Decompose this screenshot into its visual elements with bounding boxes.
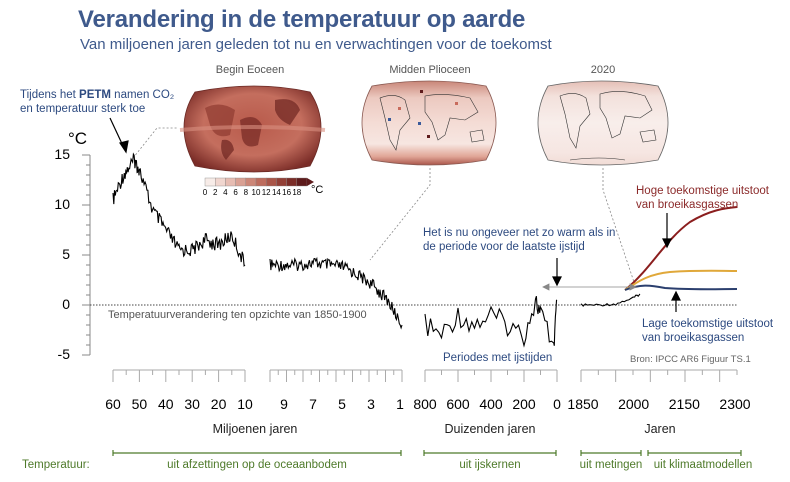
x-tick-kyr: 400 (479, 396, 503, 412)
y-axis-unit: °C (68, 129, 88, 148)
source-ocean: uit afzettingen op de oceaanbodem (167, 459, 347, 471)
colorbar-tick: 12 (261, 188, 271, 197)
x-tick-yr: 2000 (618, 396, 650, 412)
x-tick-myr: 5 (338, 396, 346, 412)
x-tick-yr: 2300 (719, 396, 751, 412)
source-models: uit klimaatmodellen (653, 459, 753, 471)
x-tick-yr: 1850 (567, 396, 599, 412)
ice-ages-label: Periodes met ijstijden (443, 352, 553, 364)
colorbar-tick: 2 (212, 188, 218, 197)
colorbar-tick: 14 (271, 188, 281, 197)
x-tick-myr: 1 (396, 396, 404, 412)
high-text-line1: Hoge toekomstige uitstoot (636, 185, 769, 197)
high-text-line2: van broeikasgassen (636, 199, 739, 211)
y-axis (82, 154, 91, 356)
mid-emission-line (624, 269, 738, 291)
x-tick-myr: 10 (237, 396, 253, 412)
petm-text-line2: en temperatuur sterk toe (20, 103, 146, 115)
x-tick-myr: 40 (158, 396, 174, 412)
x-tick-myr: 30 (184, 396, 200, 412)
baseline-label: Temperatuurverandering ten opzichte van … (108, 309, 367, 321)
petm-text-pre: Tijdens het (20, 89, 80, 101)
colorbar-tick: 0 (202, 188, 208, 197)
source-brackets (112, 450, 742, 456)
x-tick-myr: 60 (105, 396, 121, 412)
high-emission-line (624, 206, 738, 291)
x-tick-kyr: 0 (553, 396, 561, 412)
source-ice: uit ijskernen (459, 459, 521, 471)
x-tick-myr: 50 (131, 396, 148, 412)
map-2020 (537, 80, 669, 166)
colorbar-tick: 4 (223, 188, 228, 197)
x-group-jaren: Jaren (644, 422, 676, 436)
y-tick-minus5: -5 (57, 346, 70, 362)
low-text-line2: van broeikasgassen (642, 332, 745, 344)
arrows (109, 117, 681, 312)
map-label-2020: 2020 (590, 64, 616, 76)
map-label-plioceen: Midden Plioceen (389, 64, 471, 76)
map-label-eoceen: Begin Eoceen (215, 64, 285, 76)
low-emission-label: Lage toekomstige uitstoot van broeikasga… (642, 317, 773, 345)
colorbar-tick: 6 (233, 188, 238, 197)
petm-bold: PETM (79, 89, 111, 101)
y-tick-5: 5 (62, 246, 70, 262)
x-group-duizenden: Duizenden jaren (444, 422, 536, 436)
x-group-miljoenen: Miljoenen jaren (212, 422, 298, 436)
y-tick-15: 15 (54, 146, 70, 162)
x-tick-myr: 7 (309, 396, 317, 412)
now-text-line1: Het is nu ongeveer net zo warm als in (423, 227, 616, 239)
x-tick-myr: 20 (210, 396, 227, 412)
petm-annotation: Tijdens het PETM namen CO₂ en temperatuu… (20, 88, 174, 116)
x-tick-kyr: 200 (512, 396, 536, 412)
low-emission-line (624, 284, 738, 291)
colorbar-tick: 8 (243, 188, 249, 197)
source-label: Bron: IPCC AR6 Figuur TS.1 (630, 354, 751, 365)
sources-label: Temperatuur: (22, 459, 90, 471)
chart-subtitle: Van miljoenen jaren geleden tot nu en ve… (80, 36, 552, 53)
source-measurements: uit metingen (579, 459, 643, 471)
x-tick-myr: 9 (280, 396, 288, 412)
x-tick-yr: 2150 (668, 396, 700, 412)
map-midden-plioceen (361, 80, 497, 166)
colorbar-tick: 10 (251, 188, 261, 197)
now-annotation: Het is nu ongeveer net zo warm als in de… (423, 226, 615, 254)
now-text-line2: de periode voor de laatste ijstijd (423, 241, 585, 253)
x-tick-kyr: 600 (446, 396, 470, 412)
colorbar-unit: °C (311, 184, 324, 196)
y-tick-10: 10 (54, 196, 70, 212)
x-tick-kyr: 800 (413, 396, 437, 412)
petm-text-post: namen CO₂ (110, 89, 175, 101)
chart-title: Verandering in de temperatuur op aarde (78, 6, 526, 33)
colorbar-tick: 18 (292, 188, 302, 197)
y-tick-0: 0 (62, 296, 70, 312)
x-axes (112, 369, 738, 382)
x-tick-myr: 3 (367, 396, 375, 412)
colorbar-tick: 16 (282, 188, 292, 197)
colorbar (204, 177, 314, 187)
map-connectors (132, 127, 637, 289)
low-text-line1: Lage toekomstige uitstoot (642, 318, 774, 330)
high-emission-label: Hoge toekomstige uitstoot van broeikasga… (636, 184, 769, 212)
map-begin-eoceen (179, 85, 326, 173)
